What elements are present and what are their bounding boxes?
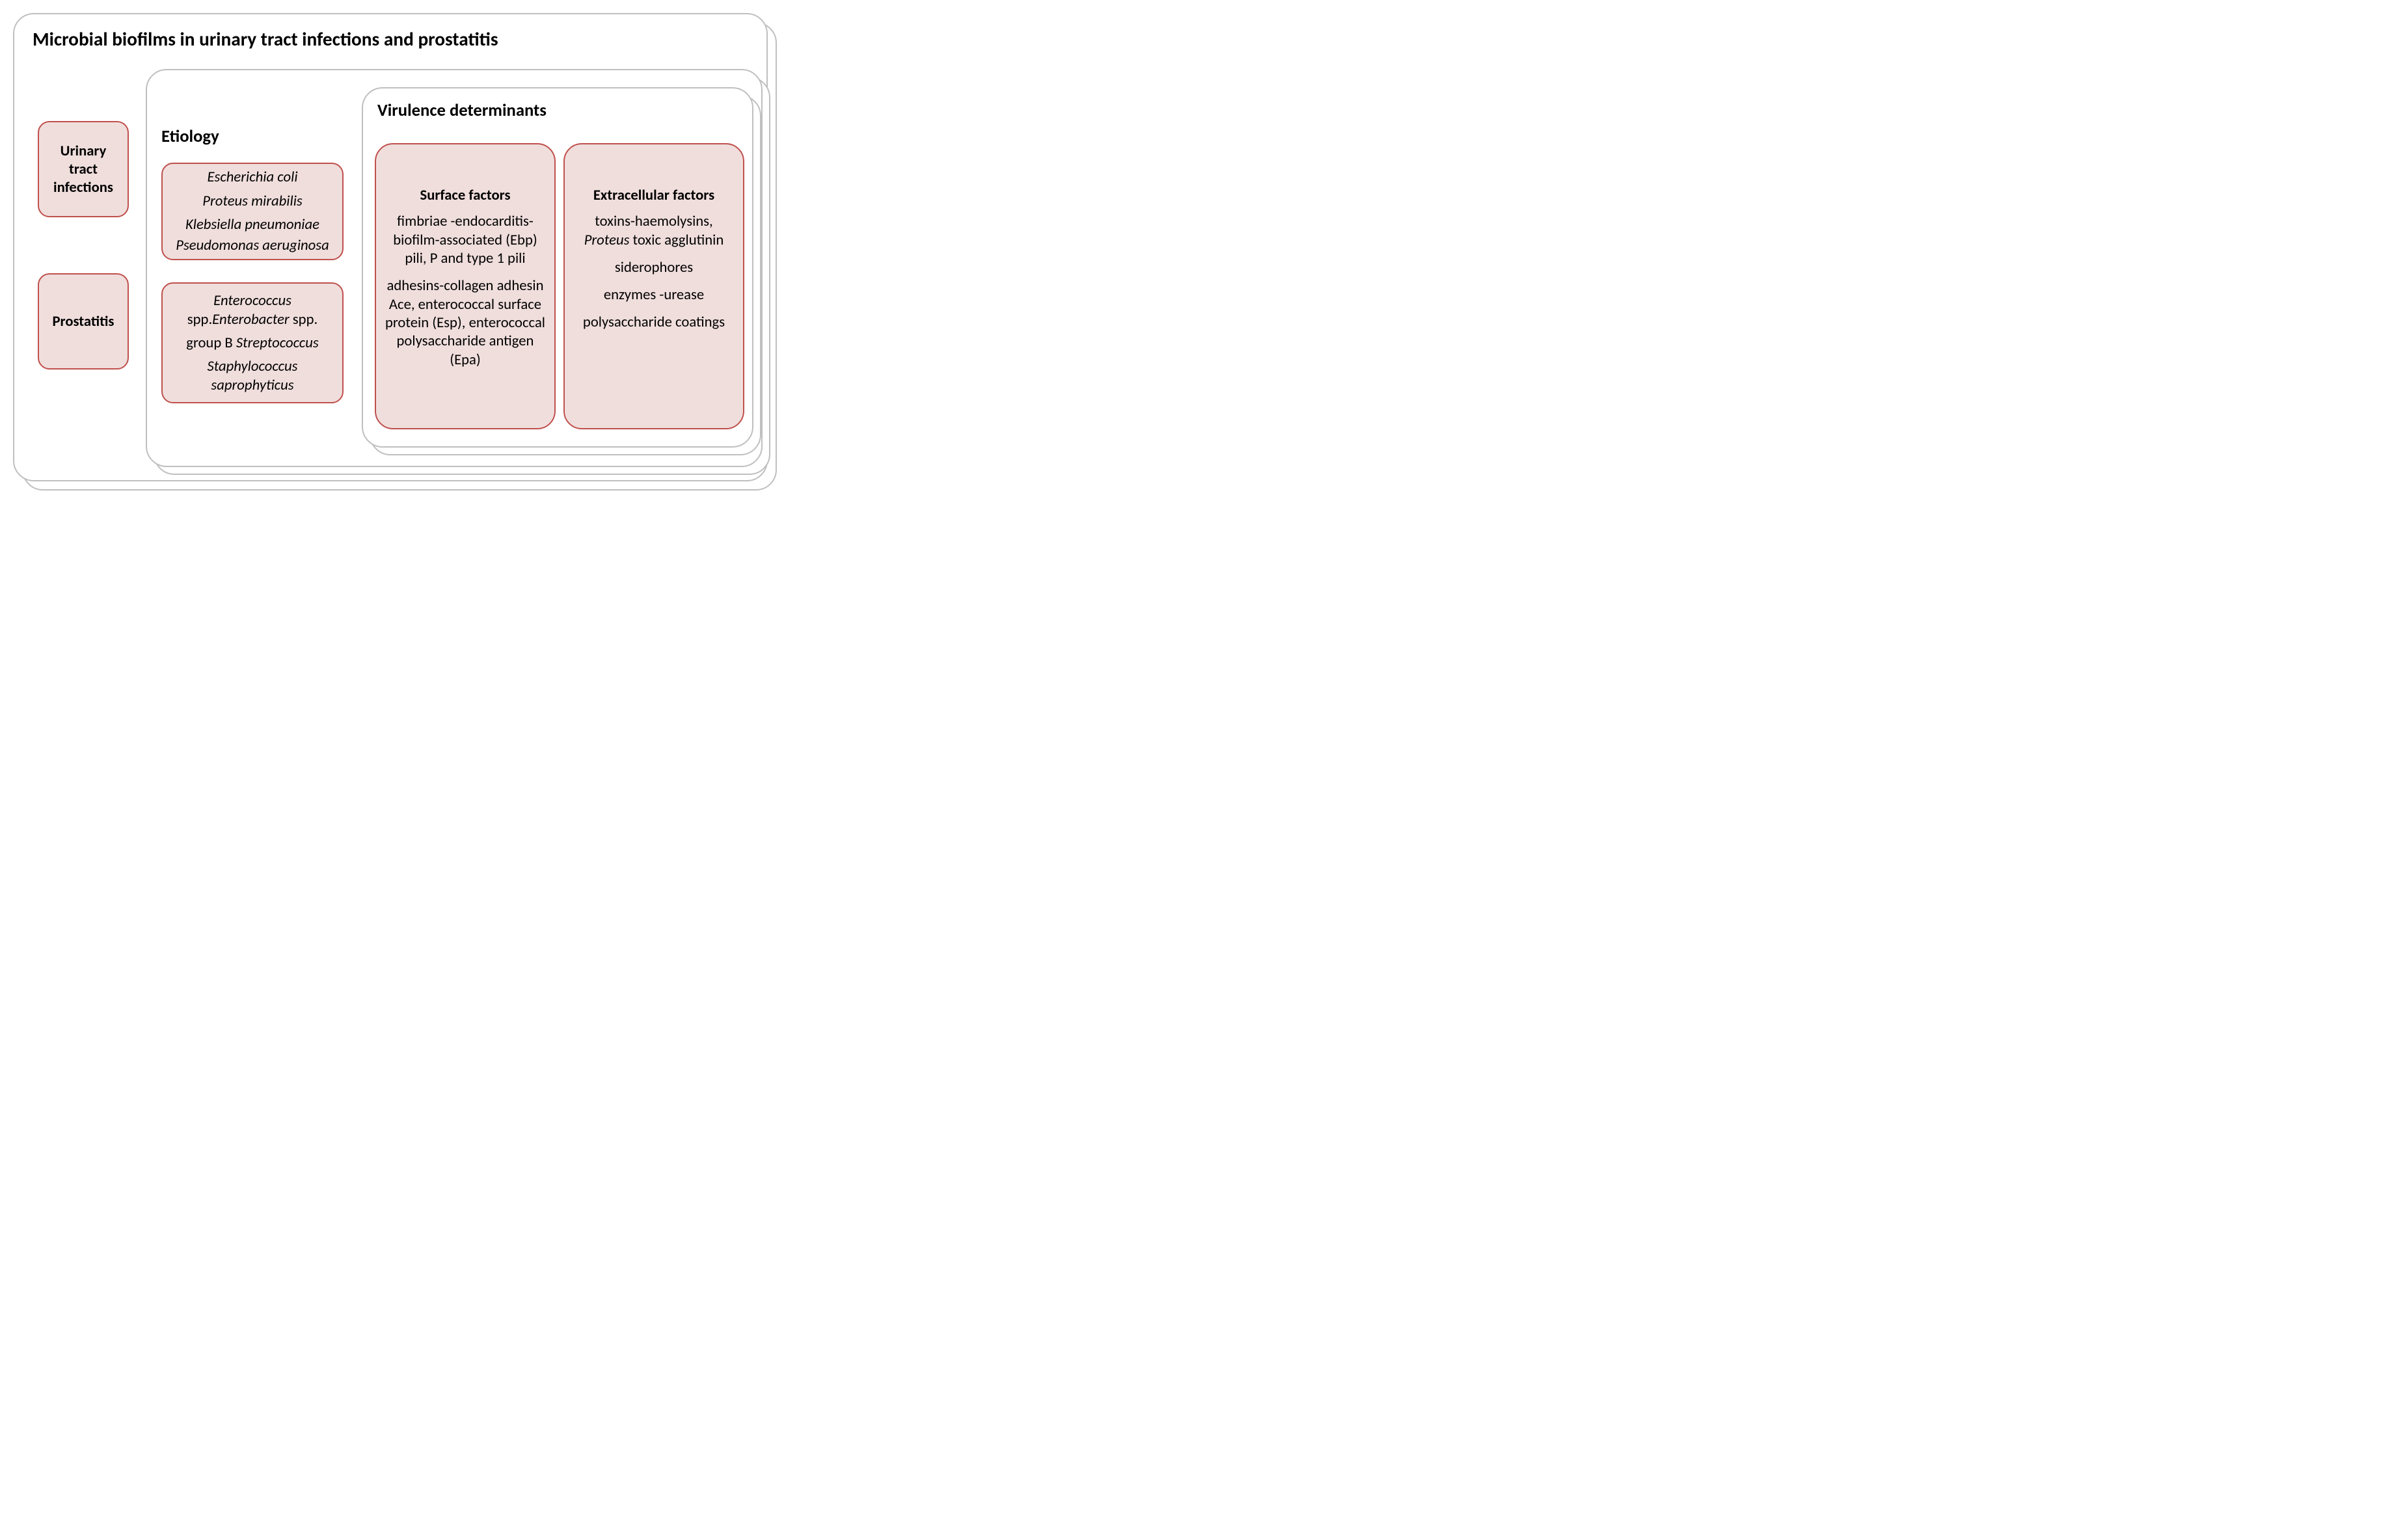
etiology-g1-l2: Proteus mirabilis	[202, 192, 302, 210]
extracellular-l3: enzymes -urease	[604, 286, 704, 304]
extracellular-l1: toxins-haemolysins, Proteus toxic agglut…	[574, 212, 734, 249]
uti-label: Urinary tract infections	[48, 142, 118, 197]
diagram-canvas: Microbial biofilms in urinary tract infe…	[13, 13, 781, 501]
prostatitis-box: Prostatitis	[38, 273, 129, 370]
etiology-g2-l1: Enterococcus spp.Enterobacter spp.	[172, 291, 333, 329]
surface-factors-box: Surface factors fimbriae -endocarditis-b…	[375, 143, 556, 429]
etiology-g2-l3: Staphylococcus saprophyticus	[172, 357, 333, 394]
etiology-heading: Etiology	[161, 126, 219, 147]
surface-l1: fimbriae -endocarditis-biofilm-associate…	[385, 212, 545, 267]
virulence-heading: Virulence determinants	[377, 100, 547, 121]
prostatitis-label: Prostatitis	[53, 312, 115, 330]
surface-l2: adhesins-collagen adhesin Ace, enterococ…	[385, 276, 545, 369]
uti-box: Urinary tract infections	[38, 121, 129, 217]
etiology-group2-box: Enterococcus spp.Enterobacter spp. group…	[161, 282, 344, 403]
etiology-g1-l3: Klebsiella pneumoniae	[185, 215, 319, 234]
surface-heading: Surface factors	[420, 186, 510, 204]
extracellular-l2: siderophores	[615, 258, 693, 276]
extracellular-heading: Extracellular factors	[593, 186, 714, 204]
etiology-g2-l2: group B Streptococcus	[186, 334, 318, 352]
etiology-g1-l1: Escherichia coli	[207, 168, 297, 186]
etiology-group1-box: Escherichia coli Proteus mirabilis Klebs…	[161, 163, 344, 260]
extracellular-l4: polysaccharide coatings	[583, 313, 725, 331]
etiology-g1-l4: Pseudomonas aeruginosa	[176, 236, 329, 254]
extracellular-factors-box: Extracellular factors toxins-haemolysins…	[563, 143, 744, 429]
main-title: Microbial biofilms in urinary tract infe…	[33, 27, 498, 51]
